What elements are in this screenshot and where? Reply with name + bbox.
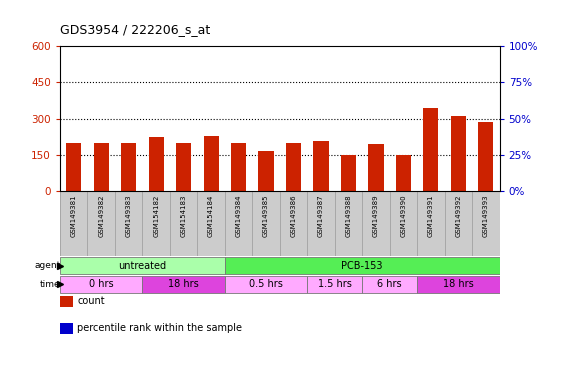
Bar <box>148 137 164 191</box>
Text: GSM149387: GSM149387 <box>318 194 324 237</box>
Bar <box>94 143 108 191</box>
Text: GSM149386: GSM149386 <box>291 194 296 237</box>
Text: GSM149383: GSM149383 <box>126 194 132 237</box>
Text: PCB-153: PCB-153 <box>341 260 383 270</box>
Bar <box>66 142 81 191</box>
Text: GSM154183: GSM154183 <box>180 194 187 237</box>
Text: 0 hrs: 0 hrs <box>89 279 114 290</box>
Text: 6 hrs: 6 hrs <box>377 279 402 290</box>
Bar <box>307 276 362 293</box>
Text: 0.5 hrs: 0.5 hrs <box>249 279 283 290</box>
Bar <box>142 276 225 293</box>
Text: percentile rank within the sample: percentile rank within the sample <box>77 323 242 333</box>
Bar <box>203 136 219 191</box>
Text: GSM149393: GSM149393 <box>483 194 489 237</box>
Bar <box>368 144 384 191</box>
Text: GSM149385: GSM149385 <box>263 194 269 237</box>
Text: GSM154184: GSM154184 <box>208 194 214 237</box>
Bar <box>423 108 439 191</box>
Bar <box>225 257 500 274</box>
Text: GSM154182: GSM154182 <box>153 194 159 237</box>
Text: GSM149388: GSM149388 <box>345 194 352 237</box>
Text: GSM149381: GSM149381 <box>71 194 77 237</box>
Text: untreated: untreated <box>118 260 167 270</box>
Bar <box>60 257 225 274</box>
Text: agent: agent <box>34 261 61 270</box>
Bar <box>417 276 500 293</box>
Text: 18 hrs: 18 hrs <box>168 279 199 290</box>
Text: 1.5 hrs: 1.5 hrs <box>318 279 352 290</box>
Bar <box>341 155 356 191</box>
Bar <box>231 143 246 191</box>
Bar <box>225 276 307 293</box>
Bar <box>60 276 142 293</box>
Text: GSM149384: GSM149384 <box>236 194 242 237</box>
Text: GSM149389: GSM149389 <box>373 194 379 237</box>
Bar <box>451 116 466 191</box>
Bar <box>286 142 301 191</box>
Text: time: time <box>40 280 61 289</box>
Bar <box>121 142 136 191</box>
Text: count: count <box>77 296 104 306</box>
Text: GSM149392: GSM149392 <box>456 194 461 237</box>
Bar <box>259 151 274 191</box>
Bar <box>362 276 417 293</box>
Text: GSM149390: GSM149390 <box>400 194 407 237</box>
Bar <box>313 141 328 191</box>
Text: GSM149391: GSM149391 <box>428 194 434 237</box>
Text: GSM149382: GSM149382 <box>98 194 104 237</box>
Bar <box>478 122 493 191</box>
Bar <box>176 143 191 191</box>
Bar <box>396 155 411 191</box>
Text: 18 hrs: 18 hrs <box>443 279 474 290</box>
Text: GDS3954 / 222206_s_at: GDS3954 / 222206_s_at <box>60 23 210 36</box>
